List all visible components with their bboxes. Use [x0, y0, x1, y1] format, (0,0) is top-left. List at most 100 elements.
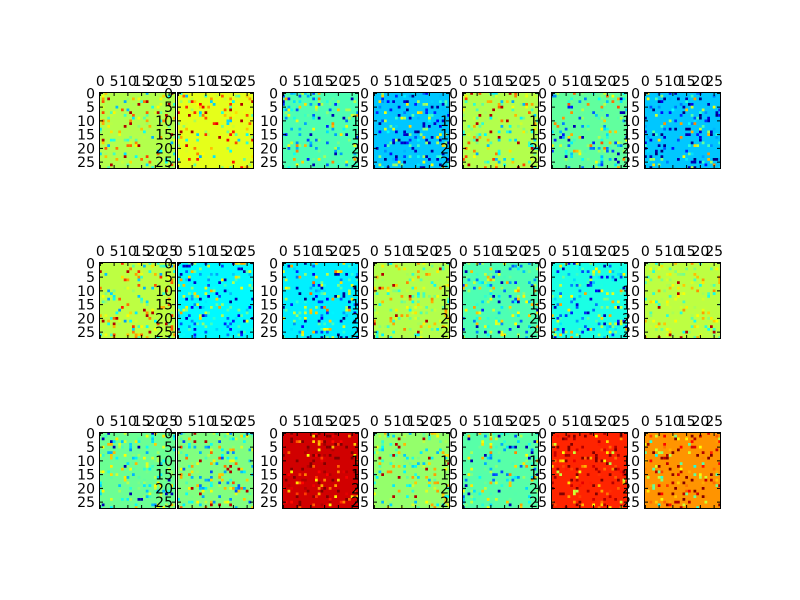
- y-tick-label: 20: [155, 481, 173, 497]
- heatmap-cell: [500, 443, 504, 446]
- heatmap-cell: [110, 114, 113, 117]
- heatmap-cell: [646, 275, 650, 279]
- y-tick-label: 10: [260, 114, 278, 130]
- heatmap-cell: [204, 311, 208, 315]
- heatmap-cell: [293, 152, 296, 156]
- heatmap-cell: [644, 443, 647, 446]
- heatmap-cell: [597, 136, 601, 139]
- x-tick-label: 5: [384, 244, 393, 260]
- heatmap-cell: [326, 297, 329, 301]
- heatmap-cell: [497, 136, 501, 139]
- heatmap-cell: [508, 138, 512, 142]
- heatmap-cell: [707, 158, 710, 161]
- y-tick-label: 25: [529, 325, 547, 341]
- heatmap-cell: [121, 467, 124, 471]
- heatmap-cell: [143, 478, 146, 482]
- x-tick-label: 15: [496, 74, 514, 90]
- heatmap-cell: [199, 105, 202, 109]
- heatmap-cell: [331, 434, 335, 438]
- heatmap-cell: [693, 119, 697, 123]
- heatmap-cell: [551, 465, 554, 468]
- x-tick-label: 25: [160, 244, 178, 260]
- heatmap-cell: [356, 336, 359, 339]
- heatmap-cell: [677, 295, 680, 298]
- x-tick-label: 5: [562, 414, 571, 430]
- heatmap-cell: [503, 289, 506, 293]
- heatmap-cell: [381, 448, 384, 452]
- heatmap-cell: [685, 484, 688, 487]
- heatmap-cell: [167, 94, 171, 98]
- heatmap-cell: [145, 336, 149, 339]
- heatmap-cell: [436, 432, 439, 435]
- heatmap-cell: [674, 270, 677, 273]
- heatmap-cell: [567, 454, 571, 457]
- heatmap-cell: [384, 144, 387, 147]
- heatmap-cell: [185, 278, 188, 282]
- heatmap-cell: [646, 443, 650, 446]
- heatmap-cell: [606, 133, 609, 136]
- heatmap-cell: [475, 136, 479, 139]
- heatmap-cell: [210, 462, 213, 465]
- heatmap-cell: [578, 470, 582, 474]
- heatmap-cell: [489, 297, 493, 301]
- heatmap-cell: [345, 498, 348, 501]
- heatmap-cell: [331, 445, 335, 449]
- heatmap-cell: [715, 440, 719, 443]
- heatmap-cell: [156, 160, 160, 164]
- heatmap-cell: [606, 136, 609, 139]
- heatmap-cell: [99, 127, 102, 131]
- heatmap-cell: [710, 284, 713, 287]
- heatmap-cell: [196, 470, 199, 474]
- heatmap-cell: [204, 314, 208, 317]
- heatmap-cell: [207, 311, 210, 315]
- x-tick-label: 25: [238, 414, 256, 430]
- heatmap-cell: [101, 97, 105, 101]
- heatmap-cell: [381, 92, 384, 95]
- heatmap-cell: [556, 322, 560, 326]
- heatmap-cell: [473, 103, 476, 106]
- heatmap-cell: [663, 322, 666, 326]
- heatmap-cell: [652, 270, 655, 273]
- heatmap-cell: [608, 130, 612, 134]
- heatmap-cell: [666, 278, 669, 282]
- heatmap-cell: [290, 500, 293, 504]
- heatmap-cell: [600, 448, 604, 452]
- heatmap-cell: [229, 133, 232, 136]
- heatmap-cell: [251, 434, 254, 438]
- heatmap-cell: [309, 94, 313, 98]
- heatmap-cell: [414, 476, 417, 479]
- heatmap-cell: [556, 467, 560, 471]
- heatmap-cell: [123, 152, 127, 156]
- heatmap-cell: [312, 440, 315, 443]
- x-tick-label: 15: [211, 74, 229, 90]
- heatmap-cell: [245, 434, 249, 438]
- heatmap-cell: [652, 158, 655, 161]
- heatmap-cell: [422, 295, 426, 298]
- heatmap-cell: [619, 144, 623, 147]
- heatmap-cell: [110, 473, 113, 476]
- x-tick-label: 25: [523, 244, 541, 260]
- heatmap-cell: [395, 289, 398, 293]
- heatmap-cell: [182, 445, 186, 449]
- heatmap-cell: [312, 114, 315, 117]
- heatmap-cell: [104, 292, 108, 295]
- heatmap-cell: [215, 440, 219, 443]
- heatmap-cell: [397, 105, 401, 109]
- heatmap-cell: [674, 484, 677, 487]
- heatmap-cell: [682, 476, 686, 479]
- heatmap-cell: [712, 105, 716, 109]
- heatmap-cell: [489, 273, 493, 276]
- heatmap-cell: [603, 322, 606, 326]
- heatmap-cell: [671, 147, 675, 150]
- heatmap-cell: [573, 489, 576, 493]
- heatmap-cell: [123, 114, 127, 117]
- heatmap-cell: [559, 284, 562, 287]
- heatmap-cell: [497, 273, 501, 276]
- heatmap-cell: [419, 278, 423, 282]
- heatmap-cell: [608, 314, 612, 317]
- heatmap-cell: [595, 467, 598, 471]
- heatmap-cell: [589, 275, 593, 279]
- heatmap-cell: [403, 149, 406, 153]
- heatmap-cell: [193, 147, 197, 150]
